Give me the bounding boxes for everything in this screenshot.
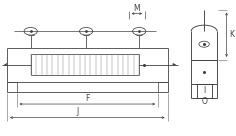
Text: J: J	[77, 107, 79, 116]
Text: O: O	[201, 97, 207, 106]
Text: M: M	[134, 4, 140, 13]
Text: F: F	[85, 94, 89, 103]
Text: I: I	[203, 86, 205, 95]
Text: K: K	[229, 30, 234, 39]
